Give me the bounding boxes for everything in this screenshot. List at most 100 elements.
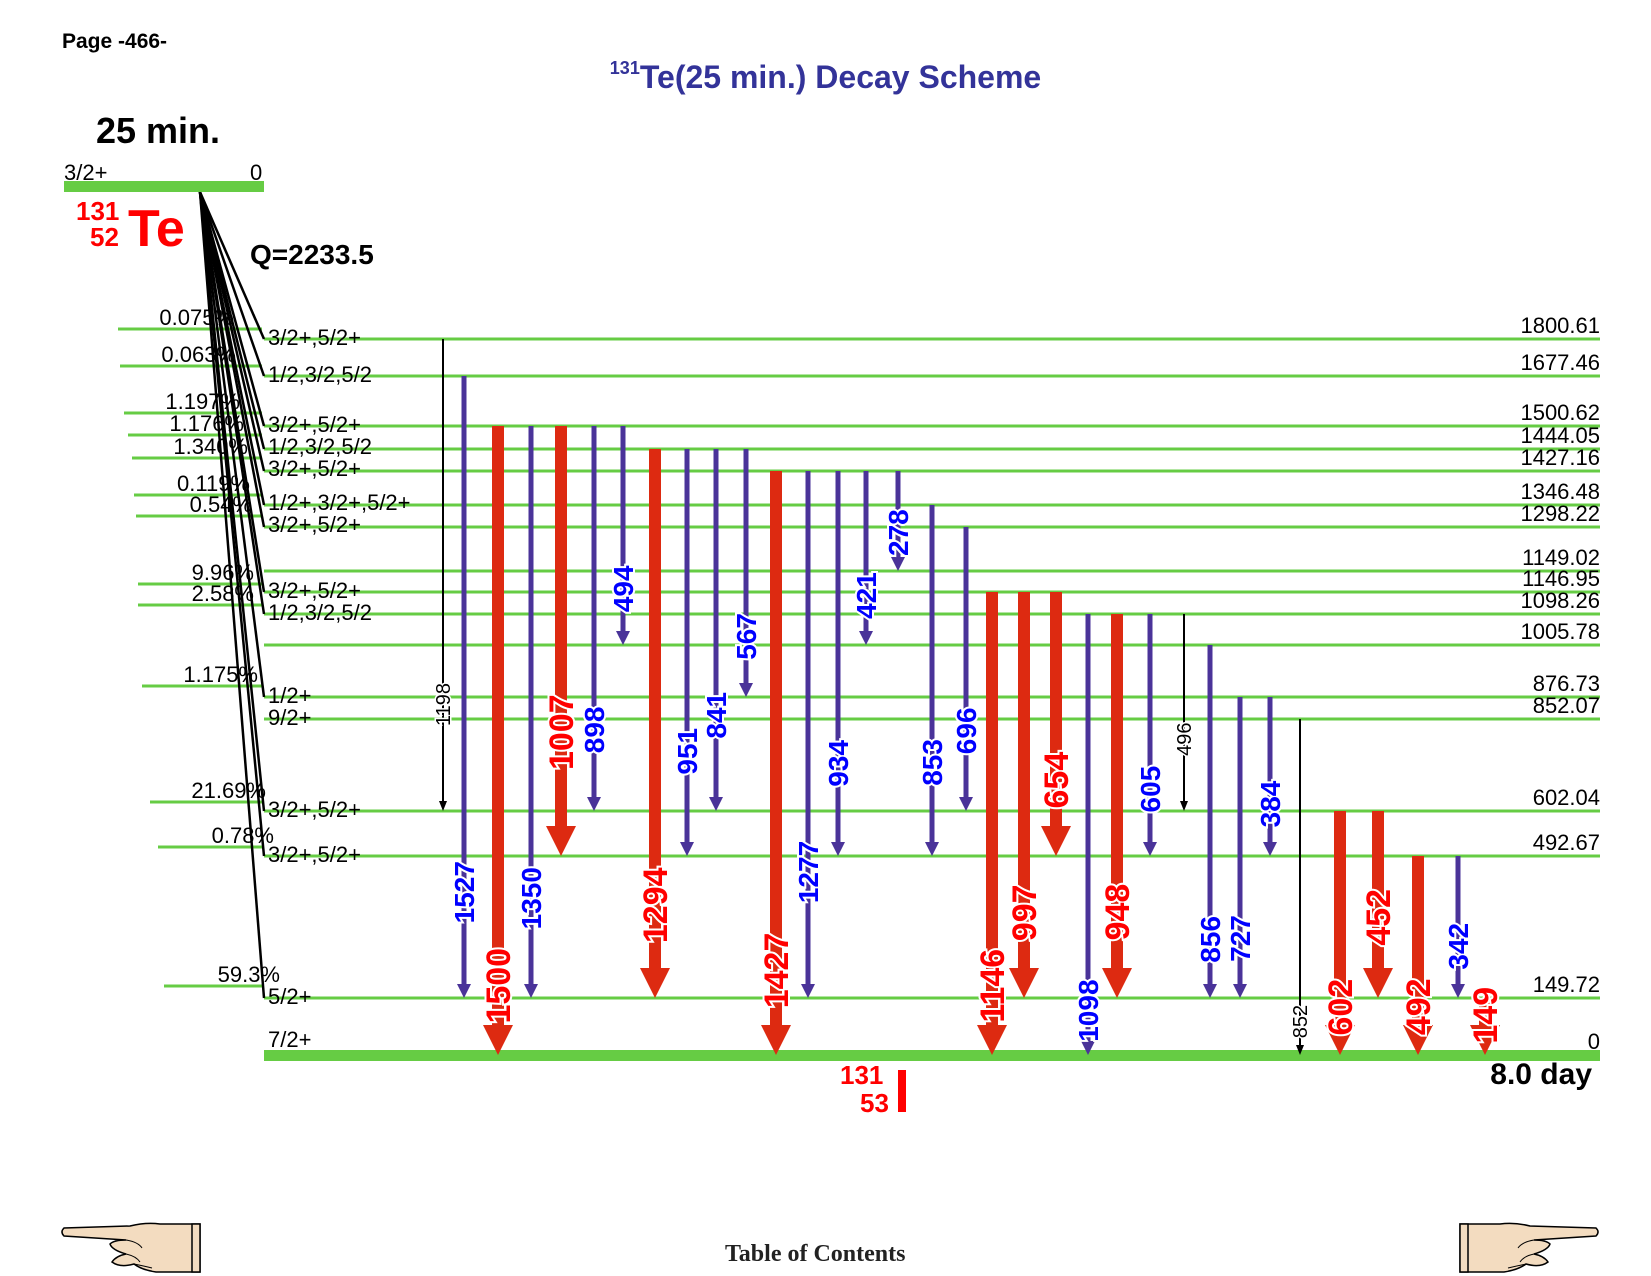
- daughter-halflife: 8.0 day: [1490, 1058, 1592, 1091]
- level-energy: 1500.62: [1520, 400, 1600, 425]
- gamma-energy-label: 421: [851, 572, 882, 619]
- level-energy: 1677.46: [1520, 350, 1600, 375]
- level-energy: 149.72: [1533, 972, 1600, 997]
- gamma-arrow-shaft: [1147, 614, 1153, 842]
- level-energy: 602.04: [1533, 785, 1600, 810]
- daughter-mass-number: 131: [840, 1060, 883, 1090]
- beta-feed-lines: [118, 191, 266, 999]
- gamma-energy-label: 951: [672, 728, 703, 775]
- gamma-energy-label: 496: [1174, 722, 1196, 755]
- beta-feed-percent: 59.3%: [218, 962, 280, 987]
- gamma-transition: 342: [1441, 856, 1476, 998]
- title-mass-number: 131: [609, 58, 640, 78]
- gamma-energy-label: 727: [1225, 915, 1256, 962]
- level-energy: 1098.26: [1520, 588, 1600, 613]
- gamma-arrow-shaft: [1183, 614, 1185, 801]
- gamma-arrow-shaft: [986, 592, 998, 1025]
- gamma-transition: 1146: [972, 592, 1014, 1055]
- gamma-arrow-shaft: [1111, 614, 1123, 968]
- gamma-arrow-head: [1363, 968, 1393, 998]
- gamma-energy-label: 898: [579, 707, 610, 754]
- gamma-transition: 496: [1173, 614, 1198, 811]
- gamma-arrow-shaft: [1085, 614, 1091, 1041]
- gamma-energy-label: 1198: [433, 683, 455, 726]
- gamma-arrow-head: [1325, 1025, 1355, 1055]
- level-energy: 1346.48: [1520, 479, 1600, 504]
- gamma-transition: 1277: [791, 471, 826, 998]
- gamma-arrow-shaft: [1207, 645, 1213, 984]
- gamma-arrow-head: [801, 984, 815, 998]
- gamma-arrow-shaft: [492, 426, 504, 1025]
- gamma-energy-label: 997: [1006, 884, 1044, 941]
- beta-feed-percent: 2.58%: [192, 581, 254, 606]
- gamma-transition: 934: [821, 471, 856, 856]
- gamma-arrow-head: [457, 984, 471, 998]
- gamma-arrow-shaft: [895, 471, 901, 557]
- gamma-energy-label: 1007: [543, 694, 581, 770]
- title-text: Te(25 min.) Decay Scheme: [639, 59, 1042, 95]
- parent-level-line: [64, 181, 264, 192]
- level-spin: 5/2+: [268, 984, 311, 1009]
- level-energy: 876.73: [1533, 671, 1600, 696]
- gamma-arrow-head: [1470, 1025, 1500, 1055]
- level-spin: 1/2,3/2,5/2: [268, 362, 372, 387]
- gamma-energy-label: 696: [951, 707, 982, 754]
- gamma-arrow-shaft: [591, 426, 597, 797]
- gamma-energy-label: 1527: [449, 861, 480, 923]
- gamma-transition: 384: [1253, 697, 1288, 856]
- level-spin: 3/2+,5/2+: [268, 456, 361, 481]
- level-line: [264, 374, 1600, 378]
- level-spin: 7/2+: [268, 1027, 311, 1052]
- beta-feed-percent: 0.78%: [212, 823, 274, 848]
- gamma-transition: 1007: [541, 426, 583, 856]
- gamma-energy-label: 1146: [974, 949, 1012, 1023]
- level-line: [264, 447, 1600, 451]
- gamma-arrow-shaft: [684, 449, 690, 842]
- ground-state-line: [264, 1050, 1600, 1061]
- beta-feed-line: [198, 191, 266, 377]
- gamma-energy-label: 278: [883, 509, 914, 556]
- gamma-energy-label: 1427: [758, 933, 796, 1009]
- gamma-transition: 696: [949, 527, 984, 811]
- gamma-energy-label: 452: [1360, 889, 1398, 946]
- gamma-arrow-head: [1296, 1045, 1304, 1055]
- level-spin: 1/2,3/2,5/2: [268, 600, 372, 625]
- gamma-arrow-head: [761, 1025, 791, 1055]
- level-spin: 3/2+,5/2+: [268, 325, 361, 350]
- level-energy: 852.07: [1533, 693, 1600, 718]
- gamma-energy-label: 494: [608, 565, 639, 612]
- table-of-contents-link[interactable]: Table of Contents: [725, 1241, 906, 1267]
- gamma-energy-label: 1294: [637, 867, 675, 943]
- level-spin: 3/2+,5/2+: [268, 842, 361, 867]
- gamma-transition: 727: [1223, 697, 1258, 998]
- gamma-arrow-head: [1263, 842, 1277, 856]
- level-energy: 1298.22: [1520, 501, 1600, 526]
- gamma-transition: 421: [849, 471, 884, 645]
- gamma-energy-label: 342: [1443, 923, 1474, 970]
- gamma-arrow-head: [1403, 1025, 1433, 1055]
- beta-feed-line: [198, 191, 266, 857]
- page-label: Page -466-: [62, 30, 168, 53]
- pointing-hand-left-icon[interactable]: [60, 1218, 202, 1276]
- gamma-arrow-shaft: [1018, 592, 1030, 968]
- level-line: [264, 337, 1600, 341]
- gamma-transition: 948: [1097, 614, 1139, 998]
- gamma-arrow-shaft: [805, 471, 811, 984]
- gamma-arrow-shaft: [1479, 998, 1491, 1025]
- gamma-arrow-shaft: [649, 449, 661, 968]
- gamma-arrow-shaft: [1237, 697, 1243, 984]
- gamma-energy-label: 853: [917, 739, 948, 786]
- gamma-energy-label: 1500: [480, 948, 518, 1024]
- q-value: Q=2233.5: [250, 239, 374, 270]
- gamma-arrow-head: [959, 797, 973, 811]
- level-energy: 0: [1588, 1029, 1600, 1054]
- level-energy: 1146.95: [1522, 566, 1600, 591]
- daughter-symbol: [898, 1070, 906, 1112]
- beta-feed-percent: 0.54%: [190, 492, 252, 517]
- gamma-transition: 856: [1193, 645, 1228, 998]
- gamma-arrow-shaft: [1267, 697, 1273, 842]
- gamma-energy-label: 1277: [793, 841, 824, 903]
- gamma-arrow-shaft: [835, 471, 841, 842]
- beta-feed-line: [198, 191, 266, 999]
- pointing-hand-right-icon[interactable]: [1458, 1218, 1600, 1276]
